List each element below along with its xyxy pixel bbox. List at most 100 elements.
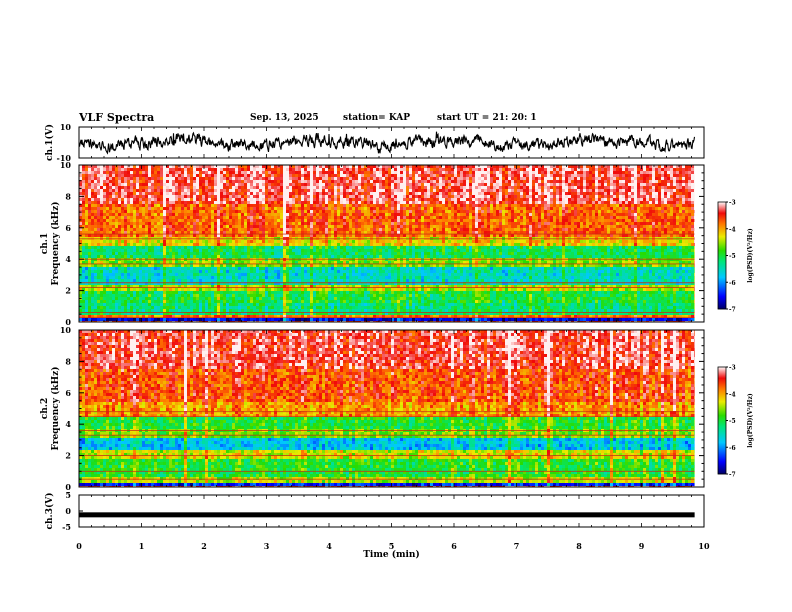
- ch1-psd-cell: [145, 270, 148, 273]
- ch1-psd-cell: [157, 186, 160, 189]
- ch1-psd-cell: [103, 246, 106, 249]
- ch1-psd-cell: [181, 201, 184, 204]
- ch1-psd-cell: [184, 288, 187, 291]
- ch1-psd-cell: [82, 243, 85, 246]
- ch1-psd-cell: [169, 225, 172, 228]
- ch1-psd-cell: [103, 288, 106, 291]
- ch1-psd-cell: [169, 180, 172, 183]
- ch1-psd-cell: [139, 300, 142, 303]
- ch1-psd-cell: [88, 318, 91, 321]
- ch1-psd-cell: [124, 228, 127, 231]
- ch1-psd-cell: [124, 273, 127, 276]
- ch1-psd-cell: [187, 183, 190, 186]
- ch1-psd-cell: [154, 186, 157, 189]
- ch1-psd-cell: [118, 216, 121, 219]
- ch1-psd-cell: [121, 297, 124, 300]
- ch1-psd-cell: [151, 219, 154, 222]
- ch1-psd-cell: [157, 204, 160, 207]
- ch1-psd-cell: [187, 288, 190, 291]
- ch1-psd-cell: [103, 297, 106, 300]
- ch1-psd-cell: [151, 240, 154, 243]
- ch1-psd-cell: [91, 207, 94, 210]
- ch1-psd-cell: [181, 318, 184, 321]
- ch1-psd-cell: [136, 213, 139, 216]
- ch1-psd-cell: [154, 192, 157, 195]
- ch1-psd-cell: [112, 270, 115, 273]
- ch1-psd-cell: [160, 210, 163, 213]
- ch1-psd-cell: [184, 180, 187, 183]
- ch1-psd-cell: [127, 210, 130, 213]
- ch1-psd-cell: [130, 183, 133, 186]
- ch1-psd-cell: [103, 225, 106, 228]
- ch1-psd-cell: [118, 213, 121, 216]
- ch1-psd-cell: [103, 303, 106, 306]
- ch1-psd-cell: [91, 168, 94, 171]
- ch1-psd-cell: [169, 186, 172, 189]
- ch1-psd-cell: [118, 309, 121, 312]
- ch1-psd-cell: [184, 309, 187, 312]
- ch1-psd-cell: [145, 288, 148, 291]
- ch1-psd-cell: [121, 183, 124, 186]
- ch1-psd-cell: [175, 192, 178, 195]
- ch1-psd-cell: [139, 177, 142, 180]
- ch1-psd-cell: [142, 270, 145, 273]
- ch1-psd-cell: [145, 171, 148, 174]
- ch1-psd-cell: [121, 309, 124, 312]
- ch1-psd-cell: [82, 276, 85, 279]
- ch1-psd-cell: [184, 249, 187, 252]
- ch1-psd-cell: [142, 249, 145, 252]
- ch1-psd-cell: [184, 252, 187, 255]
- ch1-psd-cell: [127, 195, 130, 198]
- ch1-psd-cell: [88, 168, 91, 171]
- ch1-psd-cell: [160, 240, 163, 243]
- ch1-psd-cell: [148, 306, 151, 309]
- ch1-psd-cell: [148, 204, 151, 207]
- ch1-psd-cell: [184, 174, 187, 177]
- ch1-psd-cell: [100, 201, 103, 204]
- ch1-psd-cell: [94, 273, 97, 276]
- ch1-psd-cell: [172, 210, 175, 213]
- ch1-psd-cell: [187, 249, 190, 252]
- ch1-psd-cell: [139, 225, 142, 228]
- ch1-psd-cell: [136, 303, 139, 306]
- ch1-psd-cell: [163, 270, 166, 273]
- ch1-psd-cell: [184, 228, 187, 231]
- ch1-psd-cell: [172, 177, 175, 180]
- ch1-psd-cell: [88, 222, 91, 225]
- ch1-psd-cell: [175, 270, 178, 273]
- ch1-psd-cell: [118, 219, 121, 222]
- ch1-psd-cell: [142, 207, 145, 210]
- ch1-psd-cell: [121, 306, 124, 309]
- ch1-psd-cell: [157, 270, 160, 273]
- ch1-psd-cell: [154, 297, 157, 300]
- ch1-psd-cell: [94, 180, 97, 183]
- ch1-psd-cell: [85, 213, 88, 216]
- ch1-psd-cell: [172, 186, 175, 189]
- ch1-psd-cell: [82, 318, 85, 321]
- ch1-psd-cell: [160, 243, 163, 246]
- ch1-psd-cell: [94, 228, 97, 231]
- ch1-psd-cell: [109, 303, 112, 306]
- ch1-psd-cell: [169, 288, 172, 291]
- ch1-psd-cell: [166, 216, 169, 219]
- ch1-psd-cell: [172, 303, 175, 306]
- ch1-psd-cell: [85, 225, 88, 228]
- ch1-psd-cell: [151, 309, 154, 312]
- ch1-psd-cell: [100, 270, 103, 273]
- ch1-psd-cell: [112, 213, 115, 216]
- ch1-psd-cell: [172, 243, 175, 246]
- ch1-psd-cell: [139, 306, 142, 309]
- ch1-psd-cell: [154, 306, 157, 309]
- ch1-psd-cell: [151, 249, 154, 252]
- ch1-psd-cell: [112, 201, 115, 204]
- ch1-psd-cell: [187, 204, 190, 207]
- ch1-psd-cell: [127, 306, 130, 309]
- ch1-psd-cell: [97, 249, 100, 252]
- ch1-psd-cell: [148, 177, 151, 180]
- ch1-psd-cell: [82, 270, 85, 273]
- ch1-psd-cell: [127, 225, 130, 228]
- ch1-psd-cell: [112, 198, 115, 201]
- ch1-psd-cell: [82, 204, 85, 207]
- ch1-psd-cell: [172, 222, 175, 225]
- ch1-psd-cell: [91, 270, 94, 273]
